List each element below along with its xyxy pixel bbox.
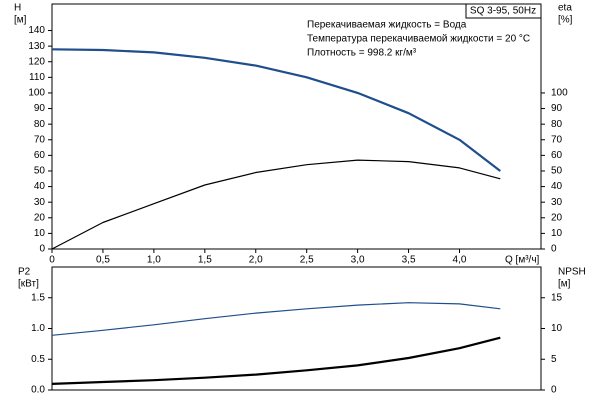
x-tick-label: 2,5	[300, 255, 314, 266]
x-tick-label: 1,5	[198, 255, 212, 266]
annotation: Температура перекачиваемой жидкости = 20…	[307, 34, 530, 45]
y-axis-label: [м]	[14, 15, 27, 26]
x-axis-label: Q [м³/ч]	[505, 255, 540, 266]
y-tick-label: 0.5	[31, 354, 45, 365]
y-tick-label: 60	[34, 150, 46, 161]
x-tick-label: 3,0	[351, 255, 365, 266]
y-tick-label: 120	[28, 56, 45, 67]
y2-tick-label: 0	[551, 385, 557, 396]
y-tick-label: 70	[34, 134, 46, 145]
y-tick-label: 130	[28, 41, 45, 52]
y-tick-label: 90	[34, 103, 46, 114]
y2-tick-label: 60	[551, 150, 563, 161]
curve	[51, 48, 501, 172]
annotation: Перекачиваемая жидкость = Вода	[307, 20, 467, 31]
curve	[51, 302, 501, 336]
y-tick-label: 140	[28, 25, 45, 36]
y-tick-label: 0	[39, 244, 45, 255]
y-tick-label: 100	[28, 88, 45, 99]
y-tick-label: 110	[29, 72, 45, 83]
annotation: Плотность = 998.2 кг/м³	[307, 48, 417, 59]
x-tick-label: 0,5	[96, 255, 110, 266]
y-tick-label: 80	[34, 119, 46, 130]
y-tick-label: 30	[34, 197, 46, 208]
y2-axis-label: [%]	[558, 15, 573, 26]
curve	[51, 336, 501, 385]
y-tick-label: 1.0	[31, 323, 45, 334]
y-tick-label: 10	[34, 228, 46, 239]
y-tick-label: 1.5	[31, 292, 45, 303]
y-tick-label: 20	[34, 212, 46, 223]
y-tick-label: 0.0	[31, 385, 45, 396]
y2-tick-label: 10	[551, 323, 563, 334]
y-axis-label: H	[14, 3, 21, 14]
y2-tick-label: 100	[551, 88, 568, 99]
y2-tick-label: 40	[551, 181, 563, 192]
y2-axis-label: eta	[558, 3, 572, 14]
y2-axis-label: NPSH	[558, 267, 586, 278]
title-box	[465, 3, 542, 19]
plot-frame	[51, 3, 542, 250]
y2-tick-label: 30	[551, 197, 563, 208]
x-tick-label: 1,0	[147, 255, 161, 266]
y2-tick-label: 10	[551, 228, 563, 239]
y2-tick-label: 50	[551, 166, 563, 177]
x-tick-label: 3,5	[402, 255, 416, 266]
x-tick-label: 0	[49, 255, 55, 266]
y2-tick-label: 80	[551, 119, 563, 130]
y-tick-label: 50	[34, 166, 46, 177]
y-axis-label: P2	[18, 267, 31, 278]
y2-tick-label: 70	[551, 134, 563, 145]
y-tick-label: 40	[34, 181, 46, 192]
curve	[51, 159, 501, 250]
y2-tick-label: 20	[551, 212, 563, 223]
x-tick-label: 4,0	[453, 255, 467, 266]
y2-axis-label: [м]	[558, 279, 571, 290]
y2-tick-label: 5	[551, 354, 557, 365]
chart-title: SQ 3-95, 50Hz	[470, 6, 536, 17]
x-tick-label: 2,0	[249, 255, 263, 266]
y2-tick-label: 0	[551, 244, 557, 255]
y2-tick-label: 90	[551, 103, 563, 114]
y2-tick-label: 15	[551, 292, 563, 303]
y-axis-label: [кВт]	[18, 279, 39, 290]
